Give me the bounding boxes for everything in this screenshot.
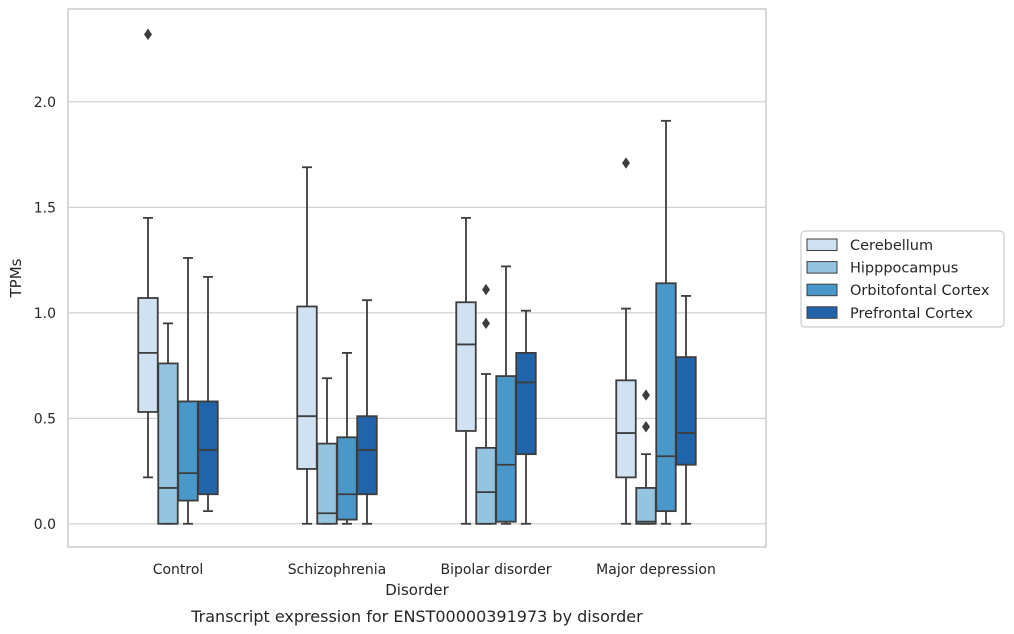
plot-area-frame (67, 8, 767, 548)
legend-box (800, 230, 1005, 328)
box-iqr (515, 351, 537, 456)
box-iqr (615, 379, 637, 479)
y-tick-label: 0.0 (34, 517, 56, 533)
outlier-point (482, 283, 490, 296)
x-tick-labels: Control Schizophrenia Bipolar disorder Majo… (153, 562, 716, 578)
legend-swatch (806, 261, 838, 274)
box-prefrontal-cortex (356, 299, 378, 525)
box-iqr (197, 400, 219, 496)
legend-label: Cerebellum (850, 238, 933, 254)
box-iqr (296, 305, 318, 470)
x-tick-label: Major depression (596, 562, 716, 578)
y-tick-label: 0.5 (34, 411, 56, 427)
legend-item: Orbitofontal Cortex (806, 283, 990, 299)
box-orbitofontal-cortex (336, 351, 358, 525)
y-tick-label: 1.5 (34, 200, 56, 216)
y-tick-label: 1.0 (34, 306, 56, 322)
legend-swatch (806, 283, 838, 297)
box-hipppocampus (157, 322, 179, 525)
y-axis-label: TPMs (7, 258, 25, 298)
x-tick-label: Bipolar disorder (440, 562, 551, 578)
box-iqr (137, 297, 159, 413)
box-plots (137, 28, 697, 525)
x-axis-label: Disorder (385, 581, 449, 599)
box-orbitofontal-cortex (177, 257, 199, 525)
figure-caption: Transcript expression for ENST0000039197… (190, 607, 643, 626)
box-prefrontal-cortex (675, 295, 697, 525)
legend-label: Hipppocampus (850, 261, 958, 277)
box-iqr (655, 282, 677, 513)
box-hipppocampus (635, 389, 657, 525)
outlier-point (622, 157, 630, 169)
box-iqr (336, 436, 358, 521)
legend-item: Cerebellum (806, 238, 933, 254)
legend-swatch (806, 306, 838, 319)
box-cerebellum (296, 166, 318, 525)
box-orbitofontal-cortex (655, 119, 677, 525)
outlier-point (144, 28, 152, 41)
box-iqr (635, 487, 657, 525)
box-cerebellum (615, 157, 637, 525)
outlier-point (482, 317, 490, 330)
legend-label: Orbitofontal Cortex (850, 283, 990, 299)
x-tick-label: Schizophrenia (288, 562, 386, 578)
legend-item: Prefrontal Cortex (806, 306, 973, 322)
y-tick-label: 2.0 (34, 95, 56, 111)
legend-item: Hipppocampus (806, 261, 958, 277)
box-iqr (177, 400, 199, 502)
legend-label: Prefrontal Cortex (850, 306, 973, 322)
box-iqr (495, 375, 517, 523)
box-iqr (356, 415, 378, 496)
box-iqr (316, 442, 338, 525)
y-tick-labels: 0.0 0.5 1.0 1.5 2.0 (34, 95, 56, 533)
box-iqr (157, 362, 179, 525)
legend-swatch (806, 238, 838, 251)
x-tick-label: Control (153, 562, 204, 578)
box-iqr (475, 446, 497, 525)
box-iqr (675, 356, 697, 466)
box-cerebellum (137, 28, 159, 479)
legend: Cerebellum Hipppocampus Orbitofontal Corte… (800, 230, 1005, 328)
outlier-point (642, 421, 650, 433)
outlier-point (642, 389, 650, 401)
box-prefrontal-cortex (197, 276, 219, 513)
box-iqr (455, 301, 477, 432)
box-prefrontal-cortex (515, 309, 537, 525)
box-cerebellum (455, 216, 477, 525)
